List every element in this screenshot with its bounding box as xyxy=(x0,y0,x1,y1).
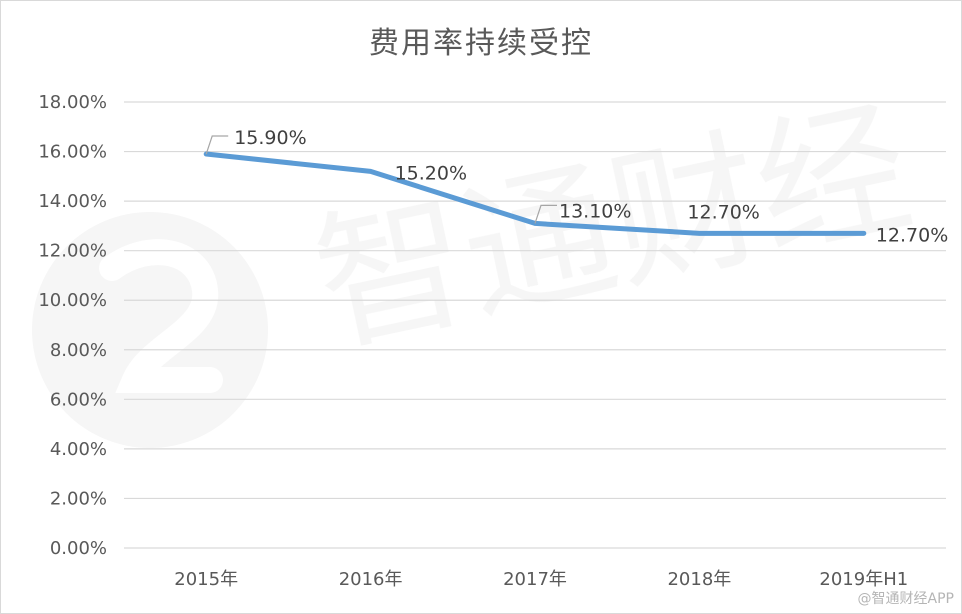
y-tick-label: 10.00% xyxy=(38,290,107,311)
y-tick-label: 14.00% xyxy=(38,191,107,212)
y-axis-ticks: 0.00% 2.00% 4.00% 6.00% 8.00% 10.00% 12.00% 14.… xyxy=(38,92,107,559)
y-tick-label: 2.00% xyxy=(50,488,107,509)
x-tick-label: 2018年 xyxy=(667,569,731,590)
y-tick-label: 12.00% xyxy=(38,241,107,262)
x-tick-label: 2017年 xyxy=(503,569,567,590)
data-label-leader xyxy=(205,135,229,155)
watermark: 智通财经 xyxy=(32,80,924,448)
grid-layer xyxy=(124,101,946,549)
y-tick-label: 6.00% xyxy=(50,389,107,410)
y-tick-label: 18.00% xyxy=(38,92,107,113)
y-tick-label: 8.00% xyxy=(50,340,107,361)
y-tick-label: 16.00% xyxy=(38,142,107,163)
x-axis-ticks: 2015年 2016年 2017年 2018年 2019年H1 xyxy=(174,569,908,590)
data-label: 12.70% xyxy=(876,224,948,246)
data-label-leader xyxy=(534,204,557,224)
data-label: 13.10% xyxy=(559,200,631,222)
x-tick-label: 2016年 xyxy=(339,569,403,590)
data-label: 15.90% xyxy=(234,127,306,149)
data-labels: 15.90% 15.20% 13.10% 12.70% 12.70% xyxy=(205,127,948,246)
chart-title: 费用率持续受控 xyxy=(369,26,593,61)
watermark-logo-mark xyxy=(99,239,223,393)
y-tick-label: 4.00% xyxy=(50,439,107,460)
credit-text: @智通财经APP xyxy=(857,591,954,607)
x-tick-label: 2019年H1 xyxy=(819,569,908,590)
data-label: 12.70% xyxy=(687,201,759,223)
y-tick-label: 0.00% xyxy=(50,538,107,559)
data-label: 15.20% xyxy=(395,162,467,184)
x-tick-label: 2015年 xyxy=(174,569,238,590)
